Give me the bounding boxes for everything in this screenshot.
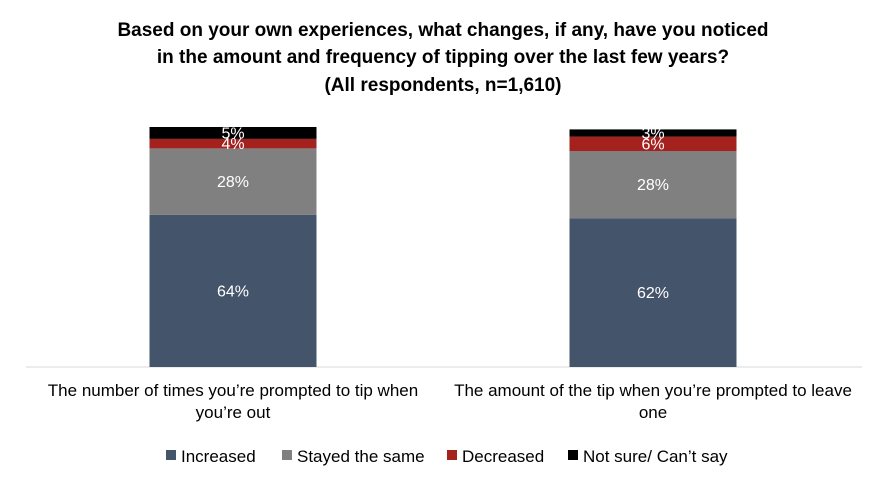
bar-segment	[569, 129, 737, 137]
legend-swatch	[166, 450, 176, 460]
data-label: 28%	[637, 177, 669, 194]
data-label: 64%	[217, 283, 249, 300]
legend-swatch	[568, 450, 578, 460]
bar-segment	[569, 151, 737, 219]
bar-segment	[149, 148, 317, 215]
bar-segment	[149, 138, 317, 149]
chart-title-line: in the amount and frequency of tipping o…	[157, 47, 729, 68]
legend-swatch	[447, 450, 457, 460]
chart-title-line: (All respondents, n=1,610)	[324, 75, 561, 96]
legend-label: Decreased	[462, 447, 544, 466]
legend-label: Not sure/ Can’t say	[583, 447, 728, 466]
x-tick-label: The number of times you’re prompted to t…	[48, 381, 418, 400]
legend-swatch	[282, 450, 292, 460]
bar-segment	[149, 127, 317, 139]
bar-segment	[569, 136, 737, 151]
bar-segment	[149, 214, 317, 367]
chart-title: Based on your own experiences, what chan…	[117, 20, 768, 96]
x-tick-label: you’re out	[196, 403, 271, 422]
category-labels: The number of times you’re prompted to t…	[48, 381, 852, 422]
x-tick-label: one	[639, 403, 667, 422]
legend-label: Stayed the same	[297, 447, 425, 466]
data-label: 5%	[221, 125, 244, 142]
legend: Increased Stayed the same Decreased Not sur…	[166, 447, 728, 466]
chart-title-line: Based on your own experiences, what chan…	[117, 20, 768, 41]
data-label: 3%	[641, 126, 664, 143]
data-label: 4%	[221, 136, 244, 153]
x-tick-label: The amount of the tip when you’re prompt…	[454, 381, 852, 400]
legend-label: Increased	[181, 447, 256, 466]
data-label: 28%	[217, 174, 249, 191]
data-label: 62%	[637, 285, 669, 302]
bar-segment	[569, 218, 737, 367]
bars: 64% 28% 4%5% 62% 28% 6%3%	[149, 125, 737, 367]
data-label: 6%	[641, 136, 664, 153]
